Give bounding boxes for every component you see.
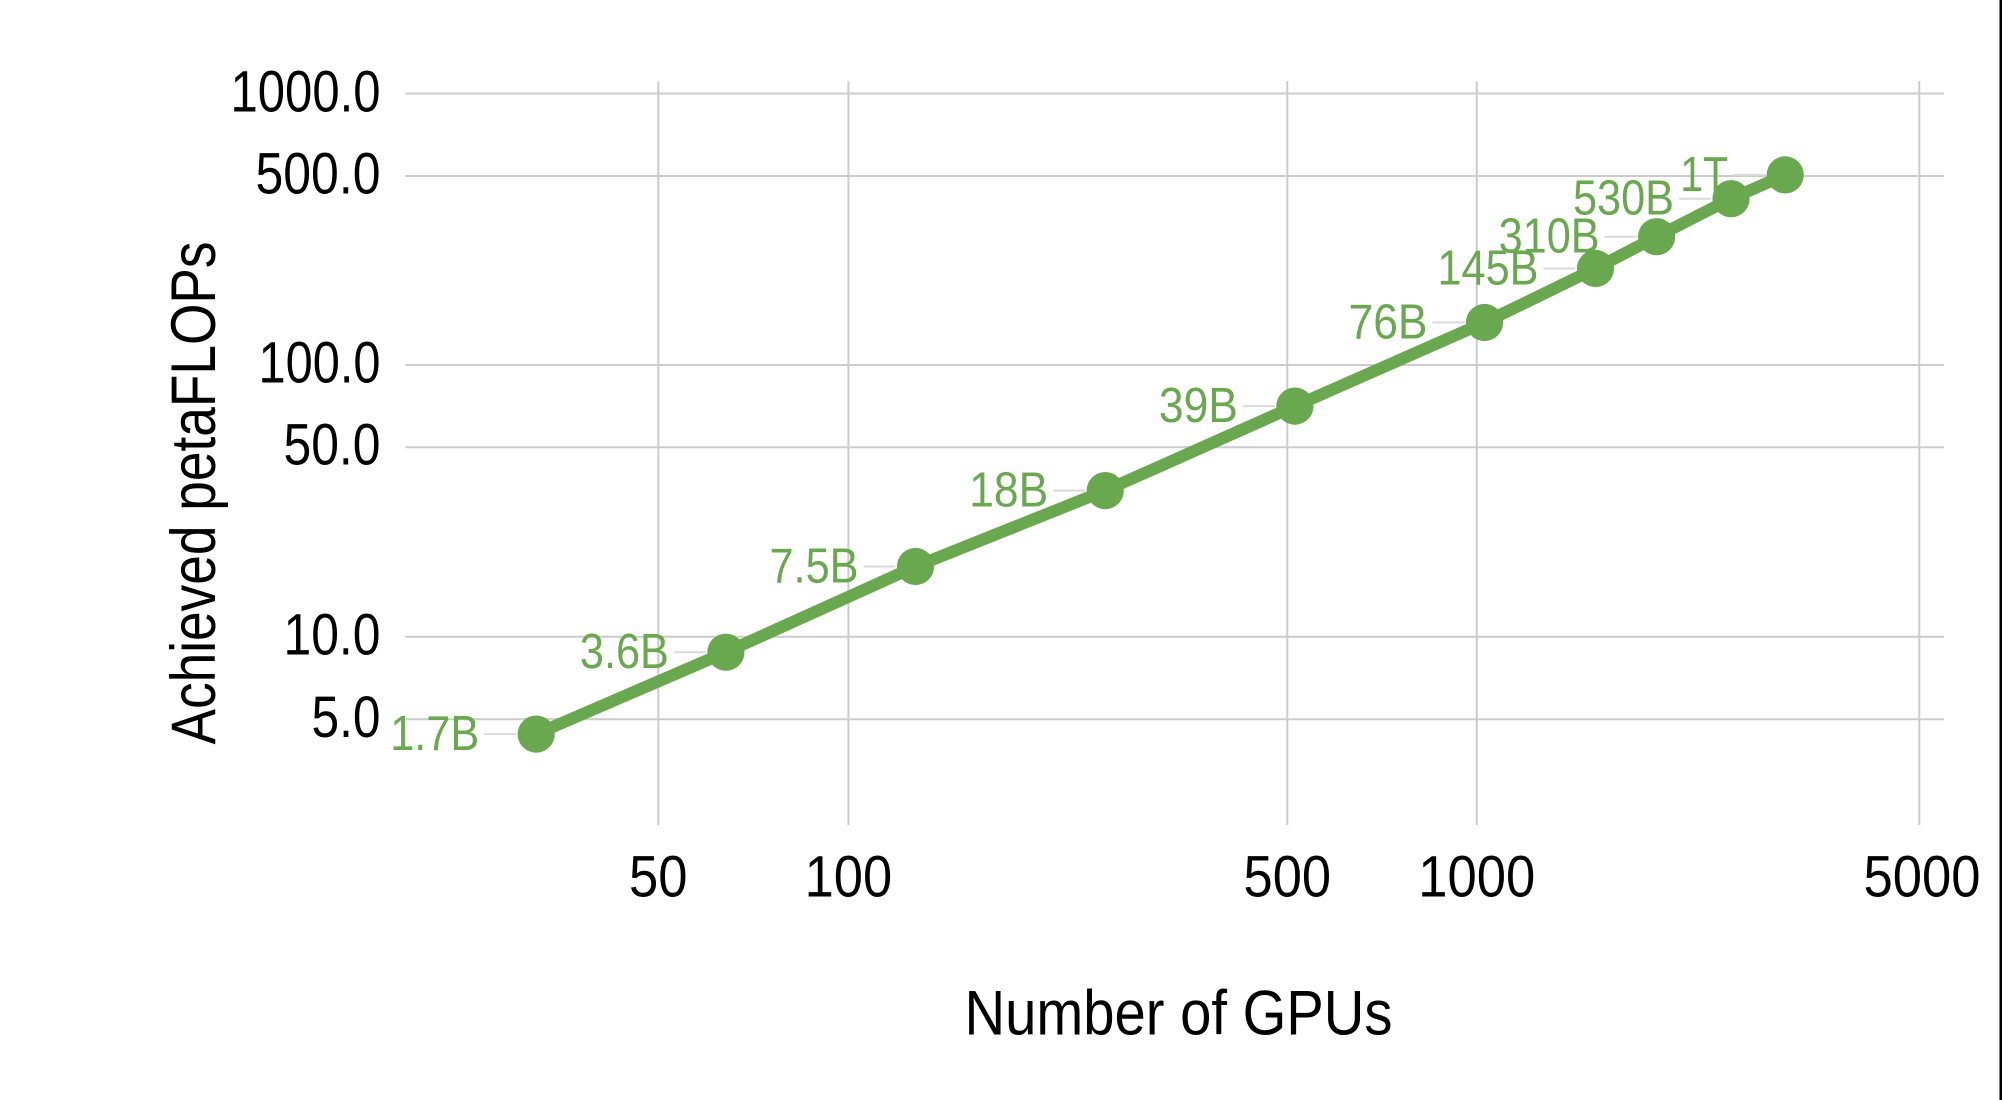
svg-text:3.6B: 3.6B (580, 624, 669, 679)
svg-text:5.0: 5.0 (312, 685, 381, 750)
svg-text:145B: 145B (1438, 241, 1539, 296)
svg-text:Achieved petaFLOPs: Achieved petaFLOPs (159, 241, 229, 744)
svg-text:10.0: 10.0 (284, 602, 381, 667)
svg-text:18B: 18B (969, 463, 1048, 518)
svg-text:100: 100 (805, 845, 893, 910)
svg-text:5000: 5000 (1864, 845, 1981, 910)
svg-text:39B: 39B (1159, 378, 1238, 433)
svg-text:100.0: 100.0 (259, 331, 381, 396)
svg-text:1000: 1000 (1418, 845, 1535, 910)
svg-text:1000.0: 1000.0 (231, 60, 381, 125)
svg-text:500.0: 500.0 (256, 142, 381, 207)
svg-text:530B: 530B (1573, 171, 1674, 226)
svg-text:50.0: 50.0 (284, 413, 381, 478)
svg-text:Number of GPUs: Number of GPUs (965, 979, 1393, 1049)
svg-text:1T: 1T (1680, 147, 1728, 202)
svg-text:310B: 310B (1499, 209, 1600, 264)
svg-text:500: 500 (1244, 845, 1332, 910)
svg-text:50: 50 (629, 845, 688, 910)
svg-text:76B: 76B (1349, 295, 1428, 350)
svg-text:1.7B: 1.7B (390, 706, 479, 761)
svg-text:7.5B: 7.5B (770, 539, 859, 594)
